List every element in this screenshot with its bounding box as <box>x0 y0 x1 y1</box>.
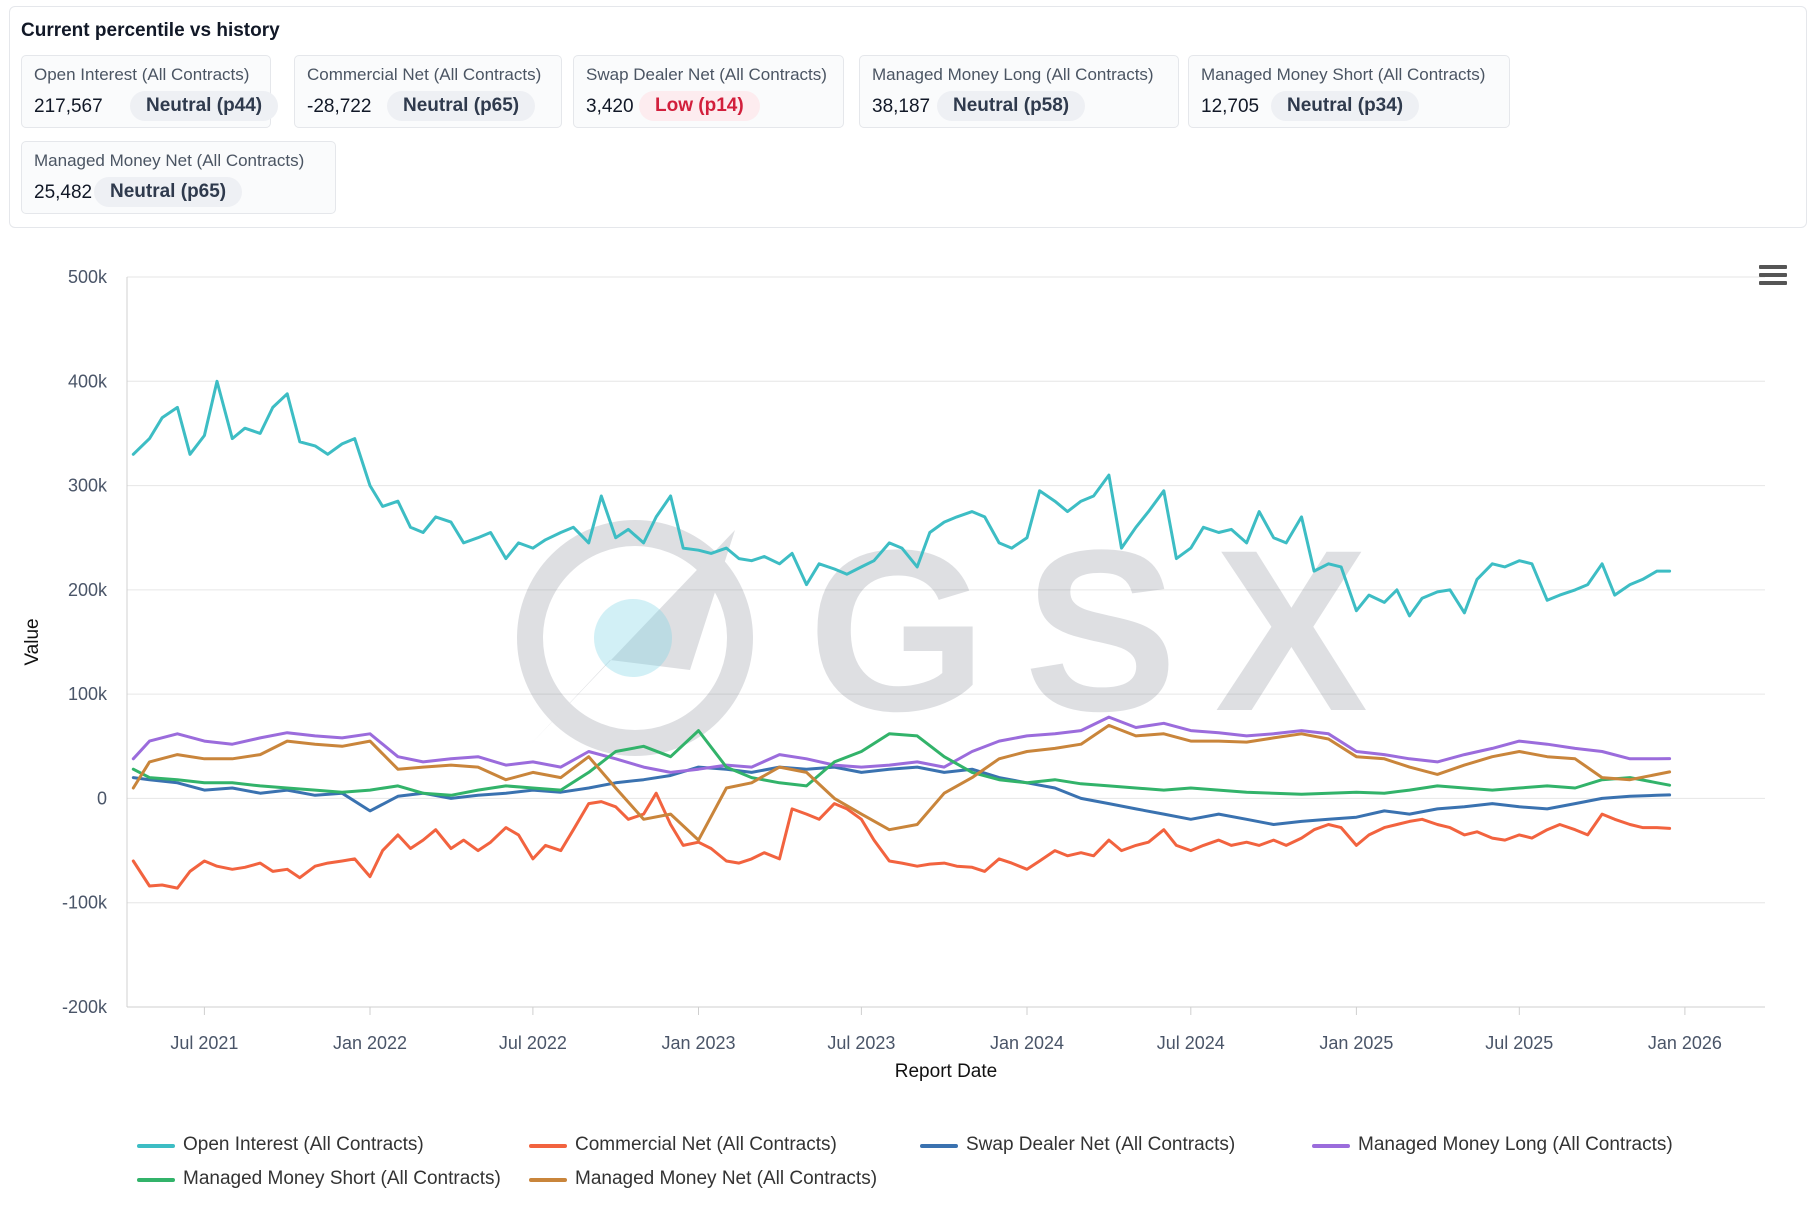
percentile-card: Swap Dealer Net (All Contracts) 3,420 Low … <box>573 55 844 128</box>
percentile-status-badge: Neutral (p65) <box>387 91 536 121</box>
legend-label: Commercial Net (All Contracts) <box>575 1134 837 1155</box>
series-line <box>131 729 1672 797</box>
percentile-card-value: -28,722 <box>307 96 372 117</box>
percentile-status-badge: Neutral (p34) <box>1271 91 1420 121</box>
percentile-card: Open Interest (All Contracts) 217,567 Neut… <box>21 55 279 128</box>
percentile-card-label: Managed Money Short (All Contracts) <box>1201 65 1486 84</box>
y-tick-label: -100k <box>62 893 108 913</box>
series-line <box>131 379 1672 618</box>
legend-label: Managed Money Net (All Contracts) <box>575 1168 878 1189</box>
x-tick-label: Jul 2021 <box>170 1033 238 1053</box>
legend-swatch <box>920 1144 958 1148</box>
percentile-card-label: Open Interest (All Contracts) <box>34 65 250 84</box>
percentile-card-label: Managed Money Net (All Contracts) <box>34 151 305 170</box>
percentile-status-badge: Low (p14) <box>639 91 760 121</box>
x-tick-label: Jan 2024 <box>990 1033 1064 1053</box>
percentile-card-value: 3,420 <box>586 96 634 117</box>
percentile-panel-title: Current percentile vs history <box>21 20 280 41</box>
watermark-text: GSX <box>808 502 1368 759</box>
percentile-status-badge: Neutral (p65) <box>94 177 243 207</box>
legend-label: Managed Money Long (All Contracts) <box>1358 1134 1673 1155</box>
legend-swatch <box>137 1178 175 1182</box>
y-tick-label: 200k <box>68 580 108 600</box>
percentile-card: Managed Money Long (All Contracts) 38,187… <box>859 55 1179 128</box>
legend-swatch <box>529 1178 567 1182</box>
x-axis-title: Report Date <box>895 1061 997 1082</box>
watermark-logo: GSX <box>517 502 1368 759</box>
x-tick-label: Jan 2025 <box>1319 1033 1393 1053</box>
percentile-status-badge: Neutral (p44) <box>130 91 279 121</box>
y-axis-title: Value <box>22 618 43 665</box>
x-tick-label: Jul 2024 <box>1157 1033 1225 1053</box>
y-tick-label: 300k <box>68 476 108 496</box>
percentile-status-badge: Neutral (p58) <box>937 91 1086 121</box>
percentile-panel: Current percentile vs history Open Inter… <box>9 6 1807 228</box>
legend-swatch <box>137 1144 175 1148</box>
percentile-card-label: Managed Money Long (All Contracts) <box>872 65 1154 84</box>
y-tick-label: -200k <box>62 997 108 1017</box>
legend-swatch <box>529 1144 567 1148</box>
series-line <box>131 765 1672 826</box>
chart-legend: Open Interest (All Contracts) Commercial … <box>0 1132 1807 1212</box>
watermark-dot <box>594 599 672 677</box>
percentile-card-label: Swap Dealer Net (All Contracts) <box>586 65 827 84</box>
percentile-card-value: 25,482 <box>34 182 93 203</box>
legend-label: Managed Money Short (All Contracts) <box>183 1168 501 1189</box>
y-tick-label: 0 <box>97 788 107 808</box>
series-line <box>131 715 1672 774</box>
x-tick-label: Jan 2026 <box>1648 1033 1722 1053</box>
percentile-card-value: 12,705 <box>1201 96 1260 117</box>
legend-label: Swap Dealer Net (All Contracts) <box>966 1134 1236 1155</box>
x-tick-label: Jan 2023 <box>661 1033 735 1053</box>
percentile-card: Managed Money Net (All Contracts) 25,482 N… <box>21 141 336 214</box>
y-tick-label: 400k <box>68 371 108 391</box>
watermark-ring <box>517 520 753 756</box>
percentile-card: Commercial Net (All Contracts) -28,722 Neu… <box>294 55 562 128</box>
legend-swatch <box>1312 1144 1350 1148</box>
series-line <box>131 791 1672 890</box>
x-tick-label: Jul 2025 <box>1485 1033 1553 1053</box>
watermark-arrow <box>530 530 735 745</box>
hamburger-menu-icon[interactable] <box>1759 265 1787 287</box>
legend-label: Open Interest (All Contracts) <box>183 1134 424 1155</box>
x-tick-label: Jul 2022 <box>499 1033 567 1053</box>
percentile-card: Managed Money Short (All Contracts) 12,70… <box>1188 55 1510 128</box>
x-tick-label: Jul 2023 <box>827 1033 895 1053</box>
percentile-card-label: Commercial Net (All Contracts) <box>307 65 542 84</box>
y-tick-label: 500k <box>68 267 108 287</box>
line-chart: 500k 400k 300k 200k 100k 0 -100k -200k GSX Jul 20… <box>22 267 1765 1082</box>
series-line <box>131 723 1672 842</box>
percentile-card-value: 217,567 <box>34 96 103 117</box>
x-tick-label: Jan 2022 <box>333 1033 407 1053</box>
y-tick-label: 100k <box>68 684 108 704</box>
percentile-card-value: 38,187 <box>872 96 931 117</box>
